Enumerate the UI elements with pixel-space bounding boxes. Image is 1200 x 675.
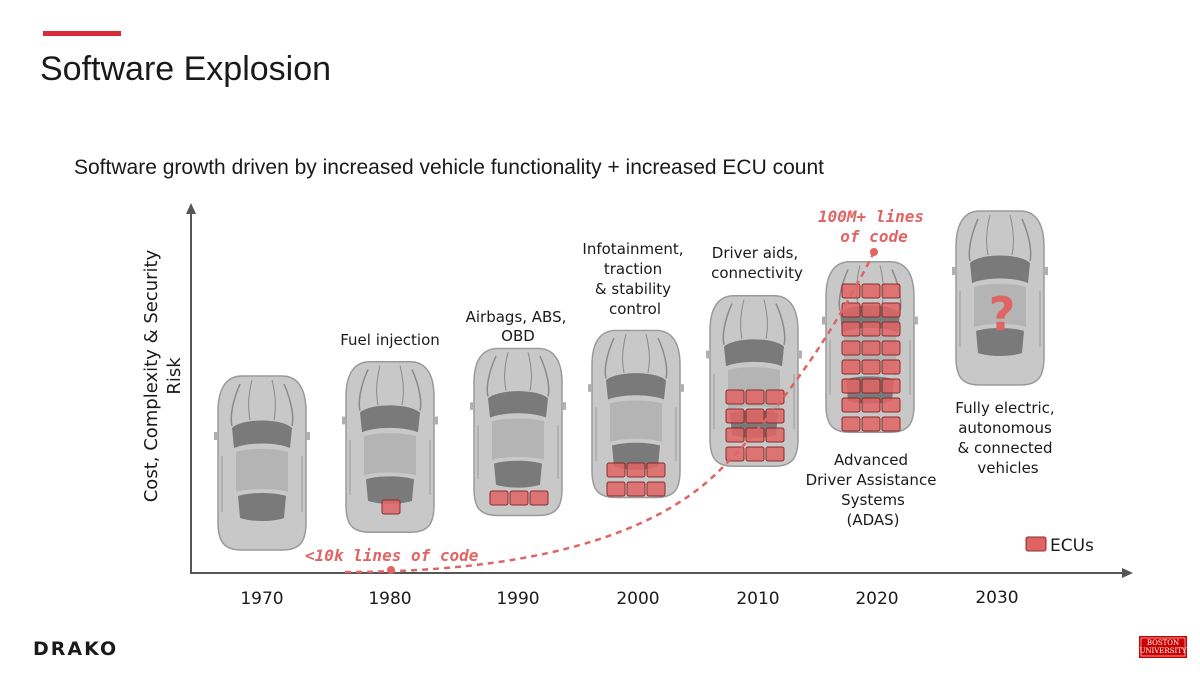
year-label-2000: 2000 (616, 589, 659, 609)
label-fuel-injection: Fuel injection (340, 331, 440, 349)
svg-text:BOSTON: BOSTON (1147, 639, 1179, 647)
label-fully-electric-line2: autonomous (958, 419, 1052, 437)
label-infotainment-line1: Infotainment, (582, 240, 683, 258)
label-fully-electric-line3: & connected (957, 439, 1052, 457)
boston-university-logo: BOSTON UNIVERSITY (1139, 636, 1187, 658)
year-label-2010: 2010 (736, 589, 779, 609)
label-infotainment-line2: traction (604, 260, 662, 278)
car-1970 (213, 375, 311, 551)
y-axis-arrow (186, 203, 196, 214)
label-adas-line1: Advanced (834, 451, 908, 469)
curve-end-point (870, 248, 878, 256)
slide-subtitle: Software growth driven by increased vehi… (74, 156, 824, 179)
label-adas-line3: Systems (841, 491, 905, 509)
label-airbags-line1: Airbags, ABS, (466, 308, 567, 326)
label-adas-line4: (ADAS) (846, 511, 899, 529)
label-infotainment-line4: control (609, 300, 661, 318)
x-axis-arrow (1122, 568, 1133, 578)
label-infotainment-line3: & stability (595, 280, 671, 298)
year-label-1970: 1970 (240, 589, 283, 609)
lines-of-code-end-line2: of code (840, 227, 908, 246)
label-fully-electric-line4: vehicles (977, 459, 1038, 477)
legend-ecu-label: ECUs (1050, 536, 1094, 556)
lines-of-code-end-line1: 100M+ lines (818, 207, 924, 226)
label-airbags-line2: OBD (501, 327, 535, 345)
label-driver-aids-line2: connectivity (711, 264, 803, 282)
lines-of-code-start: <10k lines of code (305, 546, 479, 565)
title-accent-bar (43, 31, 121, 36)
label-adas-line2: Driver Assistance (806, 471, 937, 489)
legend-ecu-swatch (1025, 536, 1047, 552)
svg-text:UNIVERSITY: UNIVERSITY (1139, 647, 1186, 655)
year-label-1990: 1990 (496, 589, 539, 609)
label-fully-electric-line1: Fully electric, (955, 399, 1054, 417)
future-question-mark: ? (989, 287, 1016, 341)
drako-logo: DRAKO (33, 638, 118, 660)
year-label-2030: 2030 (975, 588, 1018, 608)
year-label-2020: 2020 (855, 589, 898, 609)
page-title: Software Explosion (40, 50, 332, 88)
y-axis-label-line1: Cost, Complexity & Security (141, 249, 162, 502)
y-axis-label-line2: Risk (164, 357, 185, 395)
label-driver-aids-line1: Driver aids, (712, 244, 798, 262)
year-label-1980: 1980 (368, 589, 411, 609)
car-1990 (469, 347, 567, 517)
curve-start-point (387, 566, 395, 574)
ecu-group-1980 (381, 499, 401, 515)
ecu-group-1990 (489, 490, 549, 506)
